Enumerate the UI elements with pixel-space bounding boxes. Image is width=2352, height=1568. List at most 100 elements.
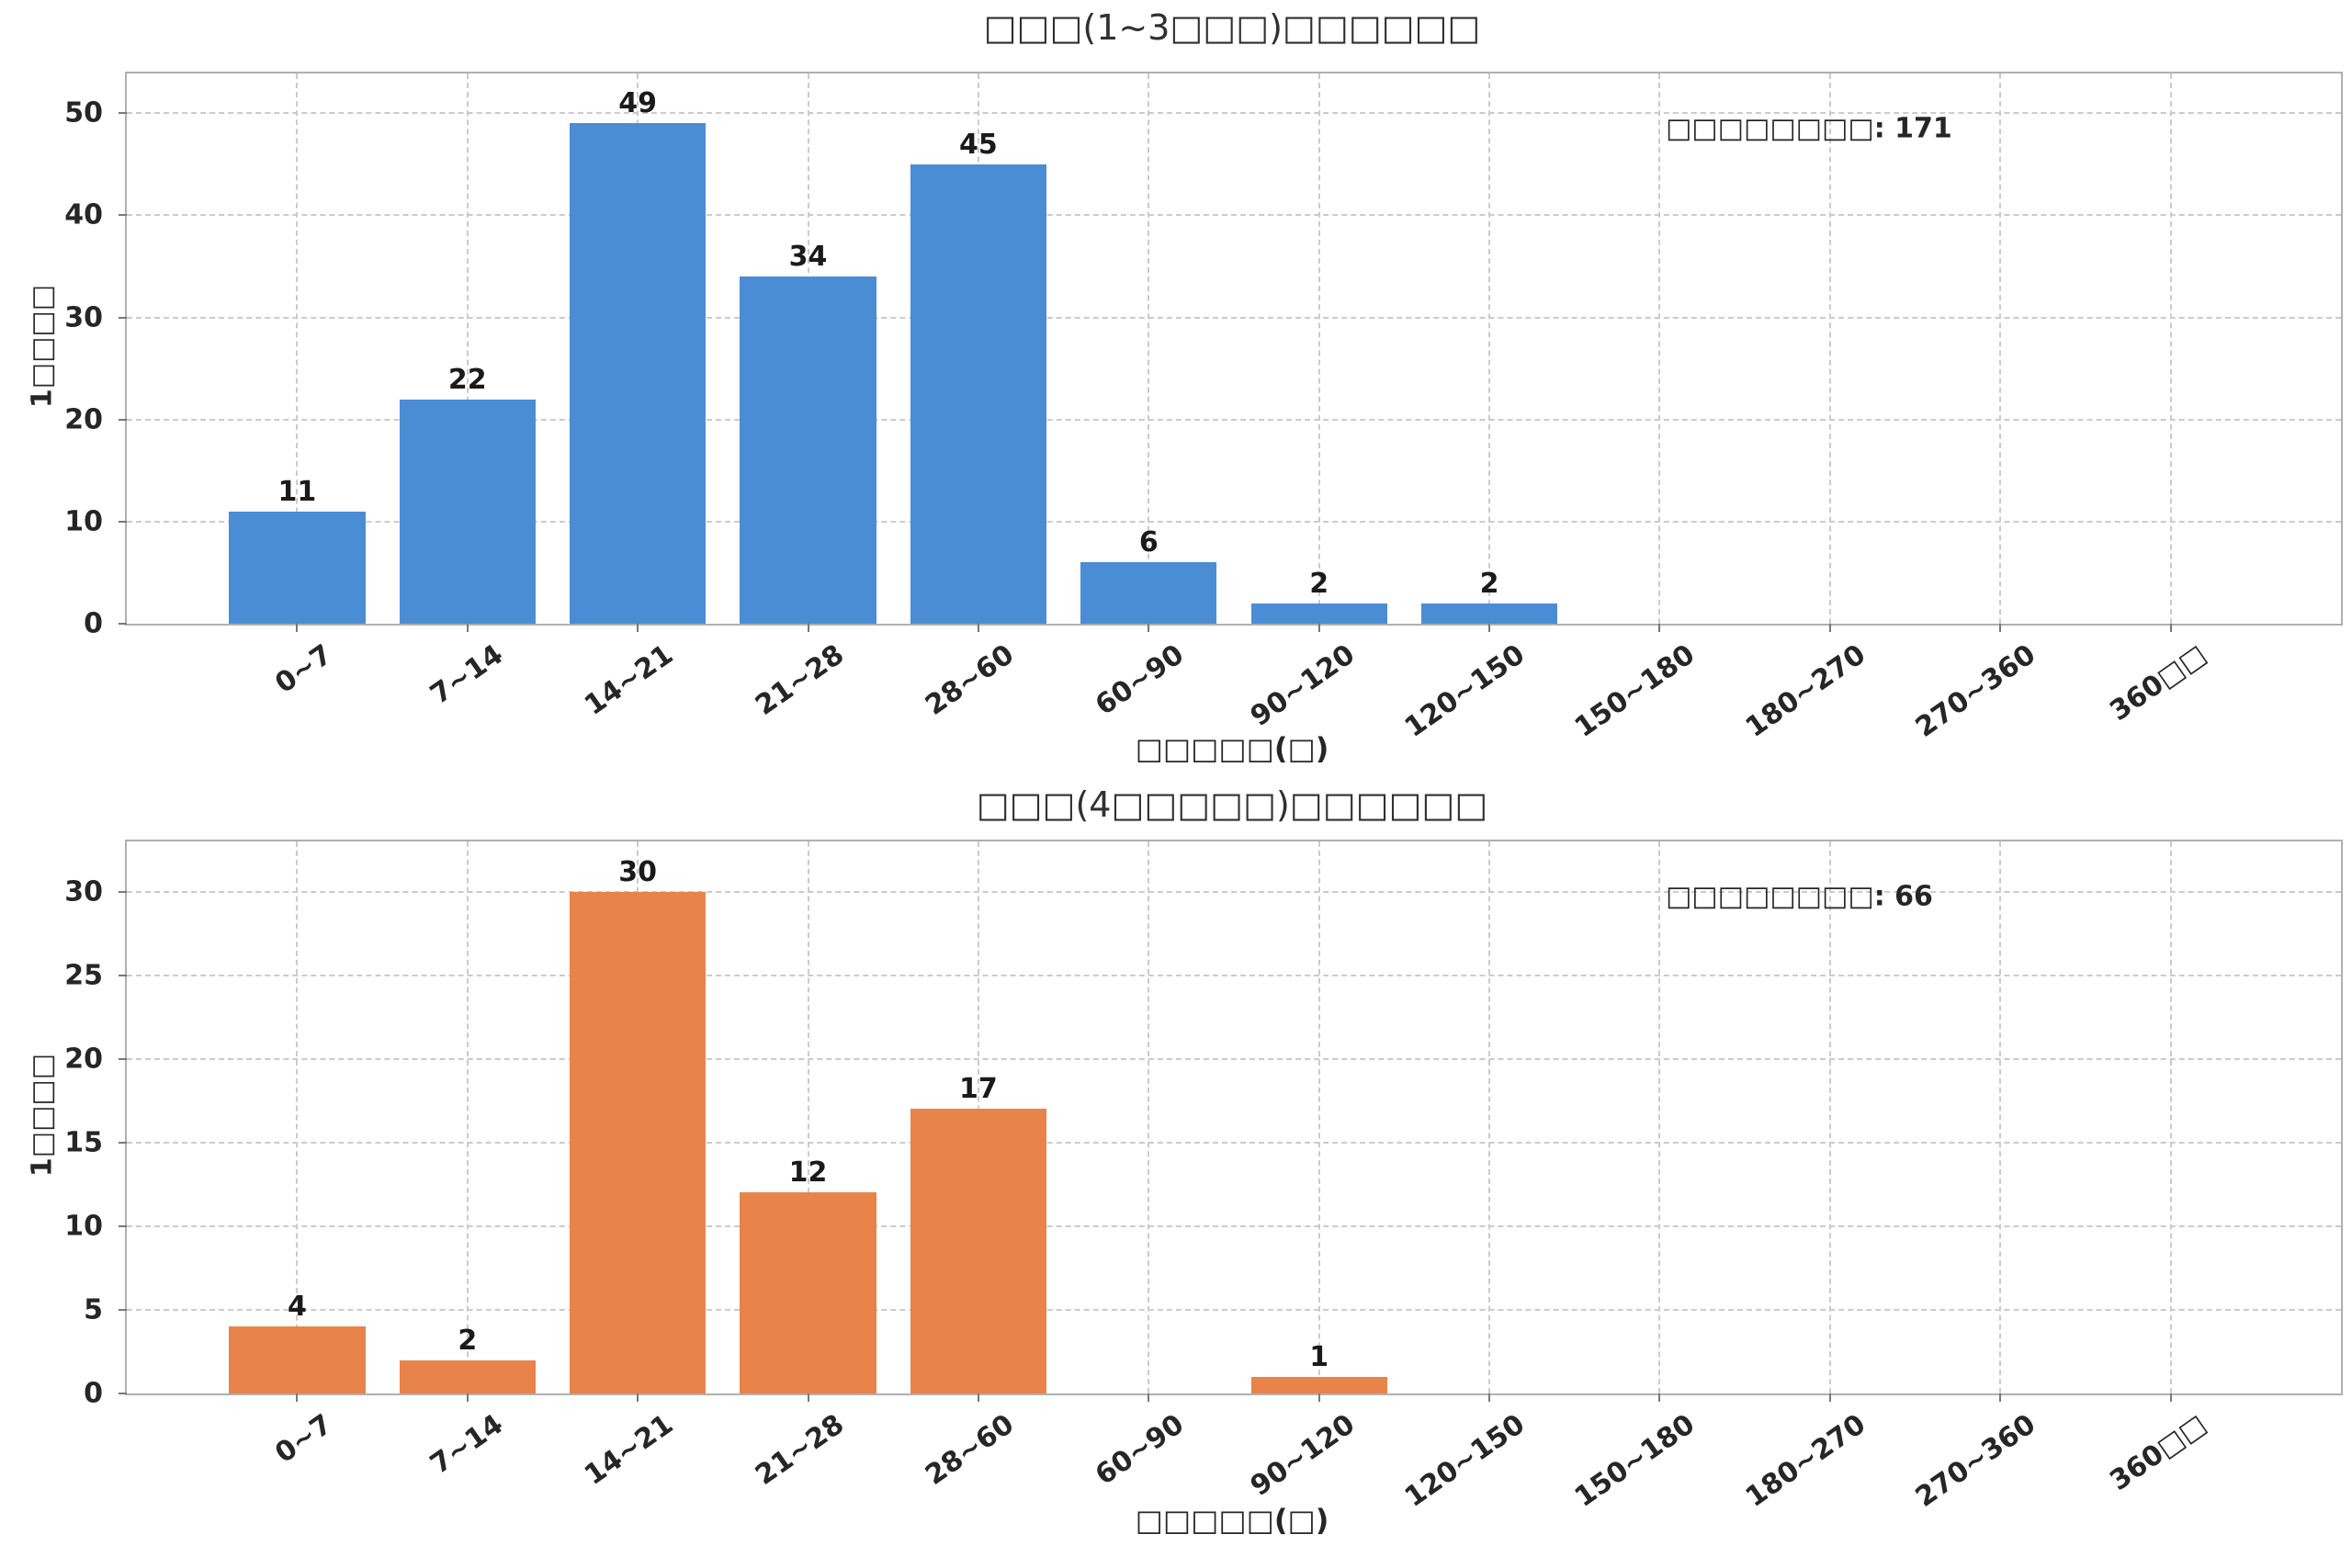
bar [1420,603,1558,624]
x-tick-mark [1658,624,1661,632]
bar [570,123,707,624]
bar [399,1359,536,1393]
x-tick-mark [637,624,639,632]
bar-value-label: 17 [959,1073,998,1106]
bar [1250,603,1387,624]
bar [910,164,1047,624]
v-gridline [1999,73,2002,624]
bar-value-label: 2 [1309,567,1329,600]
chart-title: □□□(1~3□□□)□□□□□□ [983,7,1481,48]
v-gridline [2169,841,2172,1393]
bar-value-label: 49 [618,87,658,120]
bar [910,1109,1047,1393]
h-gridline [127,890,2341,893]
h-gridline [127,316,2341,319]
x-tick-mark [1828,1393,1831,1402]
bar-value-label: 22 [447,363,487,396]
v-gridline [1658,73,1661,624]
y-tick-label: 20 [64,403,103,436]
h-gridline [127,520,2341,523]
y-tick-label: 25 [64,959,103,992]
x-tick-mark [1317,1393,1320,1402]
v-gridline [1658,841,1661,1393]
y-tick-mark [119,1057,127,1060]
total-count-annotation: □□□□□□□□: 171 [1665,112,1952,145]
x-tick-mark [1148,624,1150,632]
y-axis-label: 1□□□□ [26,284,59,409]
h-gridline [127,1057,2341,1060]
x-tick-mark [637,1393,639,1402]
plot-area: □□□□□□□□: 171 0 10 20 30 40 50 0~7 7~14 14~21 21~… [64,72,2343,744]
x-tick-mark [2169,1393,2172,1402]
y-tick-label: 50 [64,96,103,130]
y-tick-mark [119,520,127,523]
x-tick-mark [1999,624,2002,632]
v-gridline [2169,73,2172,624]
bar-value-label: 11 [277,475,317,508]
x-tick-mark [1658,1393,1661,1402]
h-gridline [127,974,2341,976]
y-tick-mark [119,1224,127,1227]
v-gridline [1317,73,1320,624]
bar-value-label: 34 [788,241,828,274]
bar-value-label: 45 [959,128,998,161]
v-gridline [1999,841,2002,1393]
v-gridline [1488,841,1491,1393]
y-tick-mark [119,974,127,976]
x-tick-mark [466,1393,469,1402]
x-tick-mark [977,624,979,632]
y-tick-label: 15 [64,1126,103,1159]
y-tick-mark [119,418,127,421]
bar [1080,562,1217,624]
h-gridline [127,1224,2341,1227]
y-tick-label: 10 [64,505,103,538]
x-tick-mark [807,624,809,632]
x-tick-mark [2169,624,2172,632]
x-tick-mark [977,1393,979,1402]
x-tick-mark [296,624,299,632]
bar-value-label: 4 [287,1291,307,1324]
x-tick-mark [1488,624,1491,632]
x-tick-mark [807,1393,809,1402]
h-gridline [127,1308,2341,1311]
bar-value-label: 1 [1309,1340,1329,1373]
chart-title: □□□(4□□□□□)□□□□□□ [976,784,1488,825]
total-count-annotation: □□□□□□□□: 66 [1665,880,1933,913]
h-gridline [127,1141,2341,1144]
bar-value-label: 30 [618,855,658,888]
bar [740,1192,876,1393]
bar [570,891,707,1393]
v-gridline [296,841,299,1393]
y-tick-mark [119,623,127,625]
v-gridline [1148,73,1150,624]
x-tick-mark [1999,1393,2002,1402]
y-tick-label: 40 [64,198,103,231]
x-tick-mark [296,1393,299,1402]
x-tick-mark [1828,624,1831,632]
v-gridline [1828,73,1831,624]
bar [229,511,366,624]
x-tick-mark [1317,624,1320,632]
bar [1250,1376,1387,1393]
y-tick-label: 30 [64,875,103,908]
v-gridline [1317,841,1320,1393]
y-tick-label: 10 [64,1210,103,1243]
y-tick-label: 0 [84,1377,103,1410]
y-tick-label: 5 [84,1293,103,1326]
bar-value-label: 2 [458,1324,478,1357]
x-tick-mark [1148,1393,1150,1402]
y-tick-mark [119,1393,127,1394]
y-tick-mark [119,316,127,319]
h-gridline [127,214,2341,217]
v-gridline [1148,841,1150,1393]
plot-area: □□□□□□□□: 66 0 5 10 15 20 25 30 0~7 7~14 14~21 21~… [64,840,2343,1514]
bar-value-label: 6 [1138,526,1159,559]
y-tick-mark [119,1141,127,1144]
v-gridline [1488,73,1491,624]
y-axis-label: 1□□□□ [26,1053,59,1178]
y-tick-mark [119,214,127,217]
y-tick-label: 0 [84,607,103,640]
bar-value-label: 2 [1479,567,1499,600]
y-tick-mark [119,1308,127,1311]
